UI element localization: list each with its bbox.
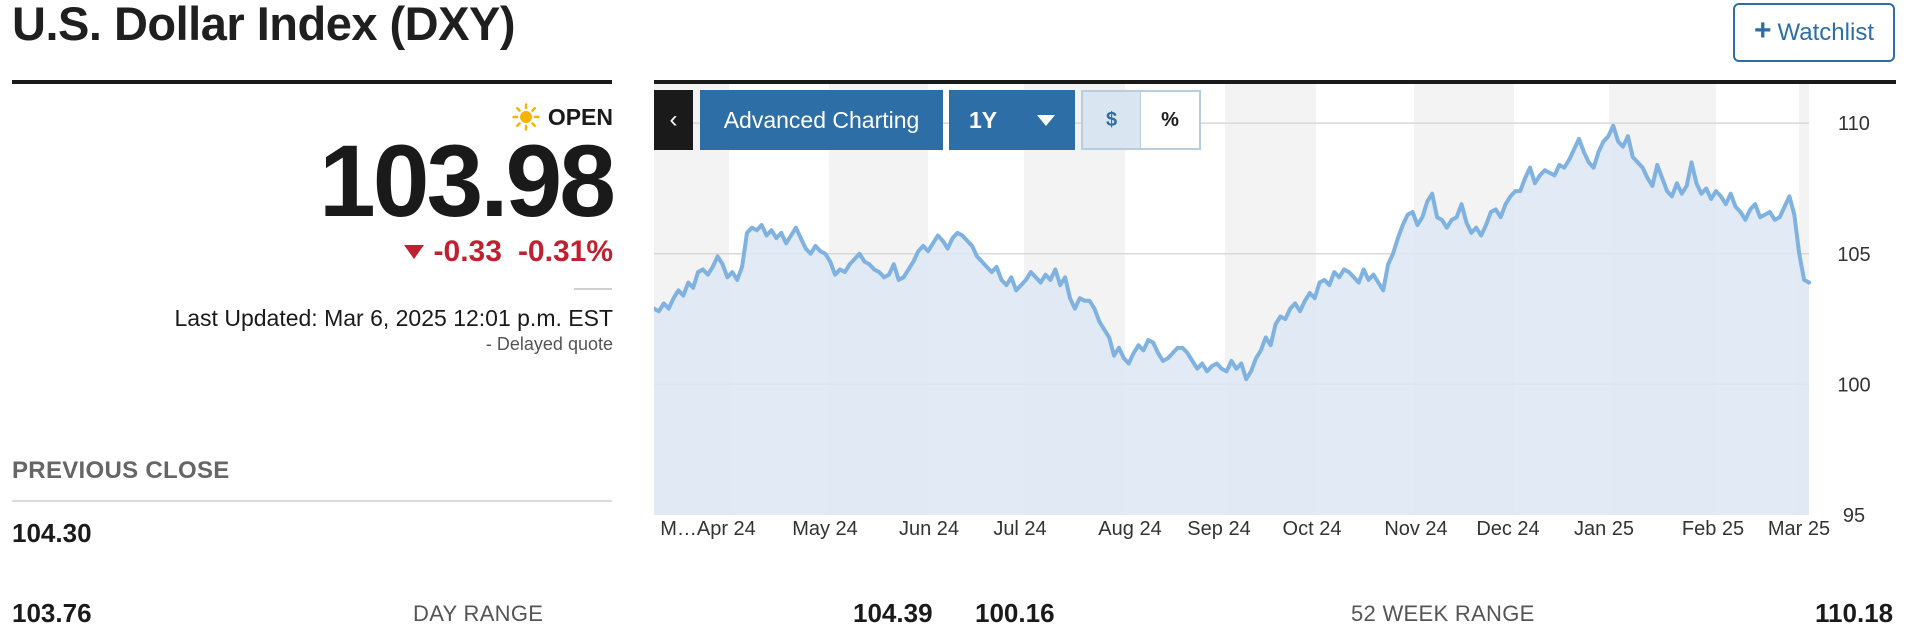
day-range-label: DAY RANGE [413,601,544,626]
x-tick-label: Jun 24 [899,518,959,540]
watchlist-label: Watchlist [1777,18,1874,46]
market-status: OPEN [512,103,613,131]
price-area [654,125,1809,515]
week52-range-low: 100.16 [975,598,1055,628]
y-tick-label: 110 [1838,113,1870,135]
x-tick-label: May 24 [792,518,858,540]
price-chart[interactable]: 95 100 105 110 M…Apr 24 May 24 Jun 24 Jul 24 Aug… [654,84,1910,544]
x-tick-label: Oct 24 [1283,518,1342,540]
previous-close-label: PREVIOUS CLOSE [12,457,230,484]
chart-top-divider [654,80,1896,84]
day-range-low: 103.76 [12,598,92,628]
x-tick-label: Jul 24 [993,518,1046,540]
last-updated: Last Updated: Mar 6, 2025 12:01 p.m. EST [174,305,613,331]
collapse-panel-button[interactable]: ‹ [654,90,693,150]
divider [12,500,612,502]
x-tick-label: Sep 24 [1187,518,1250,540]
sun-icon [512,103,540,131]
time-period-dropdown[interactable]: 1Y [949,90,1075,150]
price-change: -0.33 -0.31% [403,235,613,269]
dollar-mode-button[interactable]: $ [1083,92,1141,148]
previous-close-value: 104.30 [12,518,92,548]
divider [574,288,612,290]
week52-range-label: 52 WEEK RANGE [1351,601,1535,626]
chart-toolbar: ‹ Advanced Charting 1Y $ % [654,90,1201,150]
chart-mode-toggle: $ % [1081,90,1201,150]
x-tick-label: Jan 25 [1574,518,1634,540]
percent-mode-button[interactable]: % [1141,92,1199,148]
x-tick-label: Aug 24 [1098,518,1161,540]
advanced-charting-label: Advanced Charting [723,106,920,133]
add-to-watchlist-button[interactable]: + Watchlist [1733,3,1895,62]
time-period-label: 1Y [969,106,998,133]
advanced-charting-button[interactable]: Advanced Charting [700,90,943,150]
day-range-high: 104.39 [853,598,933,628]
chevron-left-icon: ‹ [669,106,678,133]
price-chart-svg: 95 100 105 110 M…Apr 24 May 24 Jun 24 Jul 24 Aug… [654,84,1871,540]
x-tick-label: Feb 25 [1682,518,1744,540]
down-arrow-icon [403,245,424,259]
page-title: U.S. Dollar Index (DXY) [12,0,515,50]
section-divider [12,80,612,84]
y-tick-label: 95 [1843,505,1865,527]
last-price: 103.98 [319,124,616,238]
plus-icon: + [1754,14,1772,47]
change-point: -0.33 [433,235,502,268]
x-tick-label: Mar 25 [1768,518,1830,540]
x-tick-label: Dec 24 [1476,518,1539,540]
price-line [654,123,1811,382]
week52-range-high: 110.18 [1815,598,1894,628]
y-tick-label: 105 [1837,244,1870,266]
x-tick-label: M…Apr 24 [660,518,756,540]
x-tick-label: Nov 24 [1384,518,1447,540]
chevron-down-icon [1037,114,1055,126]
change-percent: -0.31% [517,235,613,268]
market-status-label: OPEN [547,103,613,130]
y-tick-label: 100 [1837,374,1870,396]
delayed-quote-note: - Delayed quote [485,334,613,354]
